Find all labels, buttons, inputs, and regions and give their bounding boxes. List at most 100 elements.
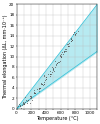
Point — [59, 54, 60, 56]
Point — [29, 102, 30, 104]
Point — [27, 99, 28, 101]
Point — [72, 33, 74, 35]
Point — [60, 55, 62, 57]
Point — [71, 39, 73, 41]
Point — [33, 91, 34, 93]
Point — [22, 101, 24, 103]
Point — [45, 76, 46, 78]
Point — [70, 38, 72, 40]
Point — [31, 99, 32, 101]
Point — [29, 97, 31, 99]
Point — [24, 104, 25, 106]
Point — [34, 92, 35, 94]
Point — [52, 67, 54, 69]
Point — [19, 105, 21, 107]
Point — [63, 53, 64, 55]
Point — [19, 104, 20, 106]
Point — [71, 39, 72, 41]
Point — [70, 37, 72, 39]
Point — [68, 45, 70, 47]
Point — [63, 51, 65, 53]
Point — [43, 83, 45, 85]
Point — [52, 71, 53, 73]
Point — [68, 43, 69, 45]
Point — [52, 69, 53, 71]
Point — [62, 51, 63, 53]
Point — [33, 92, 35, 93]
Point — [39, 87, 40, 89]
Point — [26, 100, 28, 102]
Point — [43, 83, 45, 85]
Point — [67, 43, 68, 45]
Point — [50, 75, 51, 77]
Point — [49, 70, 50, 72]
Point — [41, 82, 42, 84]
Point — [65, 50, 67, 52]
Point — [38, 87, 39, 89]
Point — [60, 56, 61, 58]
Point — [23, 103, 25, 105]
Point — [27, 99, 28, 101]
Point — [26, 102, 28, 104]
Point — [35, 92, 36, 94]
Point — [52, 68, 54, 70]
Point — [18, 103, 20, 105]
Point — [60, 53, 62, 55]
Point — [57, 62, 58, 64]
Point — [21, 104, 23, 106]
Point — [33, 89, 35, 91]
Point — [40, 83, 42, 85]
Point — [30, 95, 32, 97]
Point — [38, 88, 40, 90]
Point — [18, 105, 19, 107]
Point — [46, 76, 47, 78]
Point — [24, 102, 25, 104]
Point — [70, 38, 71, 40]
Point — [43, 74, 45, 76]
Point — [48, 73, 49, 75]
Point — [30, 96, 32, 98]
Point — [74, 33, 76, 35]
Point — [53, 70, 55, 72]
Point — [67, 45, 69, 46]
Point — [51, 66, 52, 68]
Point — [63, 50, 65, 52]
Point — [64, 48, 66, 50]
Point — [45, 78, 46, 80]
Point — [22, 102, 24, 104]
Point — [34, 92, 36, 93]
Point — [42, 84, 43, 86]
Point — [41, 83, 43, 85]
Point — [43, 81, 45, 83]
Point — [39, 87, 41, 89]
Point — [20, 107, 22, 109]
Point — [60, 60, 61, 62]
Point — [68, 43, 70, 45]
Point — [56, 62, 58, 64]
Point — [29, 94, 30, 96]
Point — [25, 99, 27, 101]
Point — [30, 95, 31, 97]
Point — [70, 40, 72, 42]
Point — [54, 60, 56, 62]
Y-axis label: Thermal elongation (ΔL, mm·10⁻³): Thermal elongation (ΔL, mm·10⁻³) — [3, 14, 8, 99]
Point — [24, 102, 26, 104]
Point — [23, 103, 25, 105]
Point — [44, 75, 45, 77]
Point — [38, 90, 40, 92]
Point — [55, 64, 57, 66]
Point — [58, 61, 59, 63]
Point — [49, 73, 50, 75]
Point — [65, 48, 67, 50]
Point — [49, 74, 51, 76]
Point — [64, 50, 65, 52]
Point — [60, 56, 62, 58]
Point — [70, 40, 72, 42]
Point — [45, 78, 47, 80]
Point — [41, 83, 43, 85]
Point — [58, 61, 59, 63]
Point — [22, 103, 23, 105]
Point — [73, 31, 74, 33]
Point — [54, 66, 56, 68]
Point — [34, 92, 35, 94]
